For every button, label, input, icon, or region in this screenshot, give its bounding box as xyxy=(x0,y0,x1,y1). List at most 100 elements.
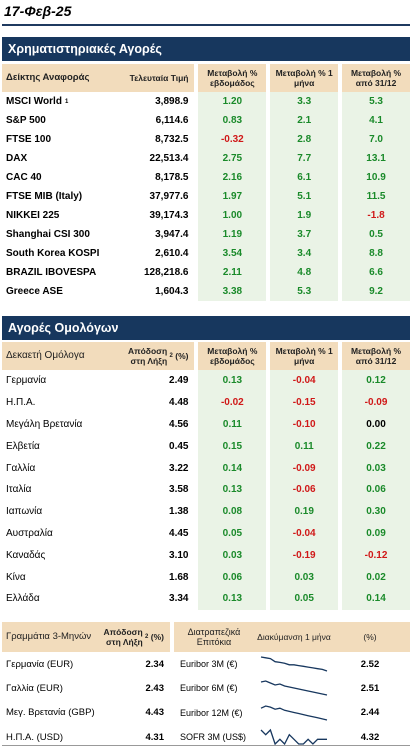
rate-value: 4.32 xyxy=(360,731,380,743)
mm-header-yield-label: Απόδοση στη Λήξη xyxy=(103,627,143,647)
table-row: Shanghai CSI 300 3,947.4 1.19 3.7 0.5 xyxy=(2,225,411,244)
sparkline-cell xyxy=(254,652,334,676)
equities-header-week: Μεταβολή % εβδομάδος xyxy=(207,68,258,88)
ytd-change: 0.06 xyxy=(342,478,411,501)
month-change: 3.4 xyxy=(270,244,339,263)
ytd-change: -1.8 xyxy=(342,206,411,225)
ytd-change: -0.09 xyxy=(342,391,411,414)
rate-value: 2.51 xyxy=(360,682,380,694)
rate-value: 2.52 xyxy=(360,658,380,670)
last-price: 37,977.6 xyxy=(149,191,189,202)
bond-yield: 3.58 xyxy=(169,484,189,496)
index-name-label: Greece ASE xyxy=(6,286,63,297)
index-name: Shanghai CSI 300 xyxy=(2,225,117,244)
equities-body: MSCI World 1 3,898.9 1.20 3.3 5.3 S&P 500 6,114… xyxy=(2,92,411,301)
week-change: 0.13 xyxy=(198,370,267,392)
ytd-change: 0.14 xyxy=(342,587,411,610)
table-row: Γαλλία (EUR) 2.43 Euribor 6M (€) 2.51 xyxy=(2,676,410,701)
ytd-change: -0.12 xyxy=(342,544,411,567)
bonds-header-yield: Απόδοση στη Λήξη 2 (%) xyxy=(117,342,195,370)
interbank-rate-name: Euribor 3M (€) xyxy=(180,659,238,670)
month-change: -0.10 xyxy=(270,413,339,436)
bill-yield: 2.43 xyxy=(145,682,165,694)
month-change: 3.7 xyxy=(270,225,339,244)
index-name-label: Shanghai CSI 300 xyxy=(6,229,90,240)
bonds-header-yield-label: Απόδοση στη Λήξη xyxy=(127,346,168,366)
table-row: Καναδάς 3.10 0.03 -0.19 -0.12 xyxy=(2,544,411,567)
index-name: NIKKEI 225 xyxy=(2,206,117,225)
ytd-change: 7.0 xyxy=(342,130,411,149)
bond-yield: 3.22 xyxy=(169,462,189,474)
country-name: Αυστραλία xyxy=(6,527,53,539)
bond-yield: 0.45 xyxy=(169,440,189,452)
sparkline-cell xyxy=(254,676,334,700)
bond-yield: 1.38 xyxy=(169,506,189,518)
ytd-change: 0.22 xyxy=(342,435,411,458)
table-row: Γερμανία 2.49 0.13 -0.04 0.12 xyxy=(2,370,411,392)
month-change: 1.9 xyxy=(270,206,339,225)
week-change: 0.15 xyxy=(198,435,267,458)
equities-header-ytd: Μεταβολή % από 31/12 xyxy=(350,68,402,88)
bond-yield: 2.49 xyxy=(169,375,189,387)
table-row: MSCI World 1 3,898.9 1.20 3.3 5.3 xyxy=(2,92,411,111)
ytd-change: 0.5 xyxy=(342,225,411,244)
week-change: 3.38 xyxy=(198,282,267,301)
equities-section-title: Χρηματιστηριακές Αγορές xyxy=(2,37,410,61)
month-change: -0.19 xyxy=(270,544,339,567)
index-name: South Korea KOSPI xyxy=(2,244,117,263)
month-change: -0.04 xyxy=(270,370,339,392)
table-row: Μεγ. Βρετανία (GBP) 4.43 Euribor 12M (€) 2.… xyxy=(2,700,410,725)
week-change: 0.14 xyxy=(198,457,267,479)
table-row: BRAZIL IBOVESPA 128,218.6 2.11 4.8 6.6 xyxy=(2,263,411,282)
table-row: Αυστραλία 4.45 0.05 -0.04 0.09 xyxy=(2,522,411,545)
country-name: Καναδάς xyxy=(6,549,46,561)
month-change: -0.04 xyxy=(270,522,339,545)
month-change: 2.1 xyxy=(270,111,339,130)
country-name: Ελλάδα xyxy=(6,593,40,605)
index-name: BRAZIL IBOVESPA xyxy=(2,263,117,282)
ytd-change: 6.6 xyxy=(342,263,411,282)
footnote-marker: 1 xyxy=(64,98,69,105)
top-divider xyxy=(2,24,410,26)
money-market-header-row: Γραμμάτια 3-Μηνών Απόδοση στη Λήξη 2 (%)… xyxy=(2,622,410,652)
week-change: 0.13 xyxy=(198,478,267,501)
month-change: -0.06 xyxy=(270,478,339,501)
month-change: 6.1 xyxy=(270,168,339,187)
week-change: 1.20 xyxy=(198,92,267,111)
month-change: 7.7 xyxy=(270,149,339,168)
sparkline-line xyxy=(260,680,328,697)
interbank-rate-name: Euribor 12M (€) xyxy=(180,707,243,718)
week-change: -0.02 xyxy=(198,391,267,414)
sparkline-line xyxy=(260,705,328,721)
ytd-change: 0.09 xyxy=(342,522,411,545)
sparkline xyxy=(260,656,328,672)
equities-header-row: Δείκτης Αναφοράς Τελευταία Τιμή Μεταβολή… xyxy=(2,64,410,92)
ytd-change: 0.02 xyxy=(342,566,411,588)
week-change: 3.54 xyxy=(198,244,267,263)
month-change: 5.3 xyxy=(270,282,339,301)
country-name: Ελβετία xyxy=(6,440,40,452)
table-row: Ελβετία 0.45 0.15 0.11 0.22 xyxy=(2,435,411,458)
index-name: Greece ASE xyxy=(2,282,117,301)
week-change: 2.16 xyxy=(198,168,267,187)
week-change: 2.75 xyxy=(198,149,267,168)
country-name: Η.Π.Α. xyxy=(6,397,36,409)
interbank-rate-name: Euribor 6M (€) xyxy=(180,683,238,694)
week-change: 0.03 xyxy=(198,544,267,567)
country-name: Γαλλία xyxy=(6,462,36,474)
week-change: 2.11 xyxy=(198,263,267,282)
table-row: S&P 500 6,114.6 0.83 2.1 4.1 xyxy=(2,111,411,130)
bottom-divider xyxy=(2,745,410,746)
country-name: Γερμανία xyxy=(6,375,47,387)
mm-header-pct: (%) xyxy=(363,632,377,642)
bill-yield: 4.31 xyxy=(145,731,165,743)
table-row: Γερμανία (EUR) 2.34 Euribor 3M (€) 2.52 xyxy=(2,652,410,677)
index-name-label: S&P 500 xyxy=(6,115,46,126)
table-row: Η.Π.Α. 4.48 -0.02 -0.15 -0.09 xyxy=(2,391,411,414)
week-change: 1.19 xyxy=(198,225,267,244)
index-name: FTSE 100 xyxy=(2,130,117,149)
equities-header-name: Δείκτης Αναφοράς xyxy=(6,72,90,83)
bond-yield: 4.56 xyxy=(169,418,189,430)
bonds-header-ytd: Μεταβολή % από 31/12 xyxy=(350,346,402,366)
ytd-change: 13.1 xyxy=(342,149,411,168)
